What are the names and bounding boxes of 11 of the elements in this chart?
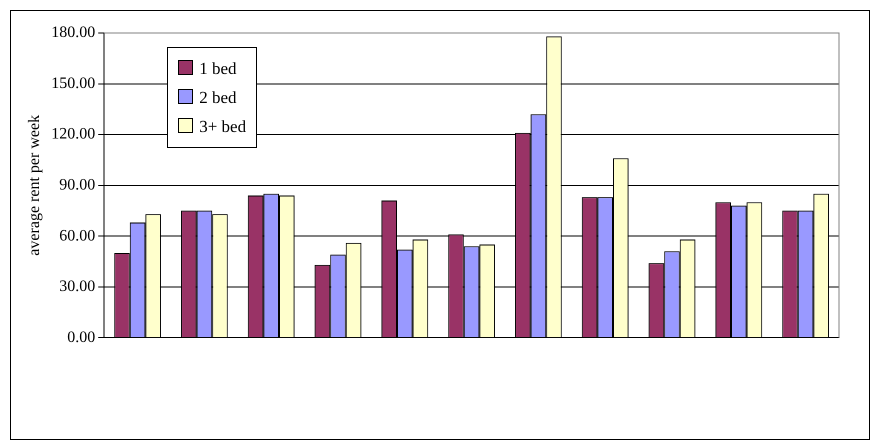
legend-label: 3+ bed [199,117,246,136]
y-tick-label: 150.00 [51,74,96,92]
y-axis-title: average rent per week [26,114,43,256]
y-tick-label: 120.00 [51,126,96,143]
y-tick-label: 30.00 [59,278,96,296]
y-tick-label: 0.00 [67,328,96,346]
y-tick-label: 180.00 [51,24,96,42]
legend-label: 1 bed [199,59,236,78]
y-tick-label: 60.00 [59,227,96,244]
legend-label: 2 bed [199,88,236,107]
y-tick-label: 90.00 [59,176,96,194]
